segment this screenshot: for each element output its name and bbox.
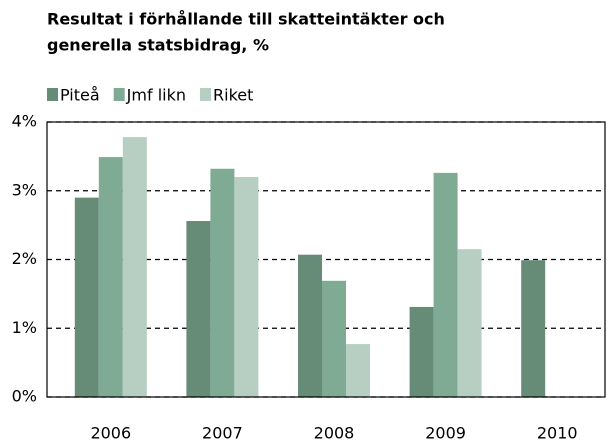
bar <box>521 260 546 397</box>
x-tick-label: 2007 <box>202 424 243 441</box>
bar <box>74 197 99 397</box>
bar <box>298 254 322 397</box>
bar <box>210 168 235 397</box>
y-tick-label: 1% <box>12 318 37 337</box>
bar <box>409 306 434 397</box>
x-tick-label: 2008 <box>314 424 355 441</box>
bar <box>346 344 370 397</box>
legend-swatch <box>47 88 58 101</box>
bar <box>457 249 482 397</box>
bar <box>234 177 259 397</box>
plot-frame <box>46 121 606 398</box>
legend-swatch <box>113 88 125 101</box>
chart-title: Resultat i förhållande till skatteintäkt… <box>47 10 445 29</box>
y-tick-label: 4% <box>12 112 37 131</box>
bar <box>98 157 123 397</box>
legend-label: Jmf likn <box>126 86 186 105</box>
chart-title: generella statsbidrag, % <box>47 36 269 55</box>
x-tick-label: 2009 <box>425 424 466 441</box>
bar <box>433 172 458 397</box>
x-tick-label: 2010 <box>537 424 578 441</box>
x-tick-label: 2006 <box>90 424 131 441</box>
y-tick-label: 2% <box>12 249 37 268</box>
legend-label: Riket <box>213 86 253 105</box>
bar <box>122 137 147 397</box>
y-tick-label: 0% <box>12 387 37 406</box>
bar <box>322 280 346 397</box>
legend-swatch <box>200 88 211 101</box>
y-tick-label: 3% <box>12 180 37 199</box>
bar <box>186 221 211 397</box>
legend-label: Piteå <box>60 86 100 105</box>
